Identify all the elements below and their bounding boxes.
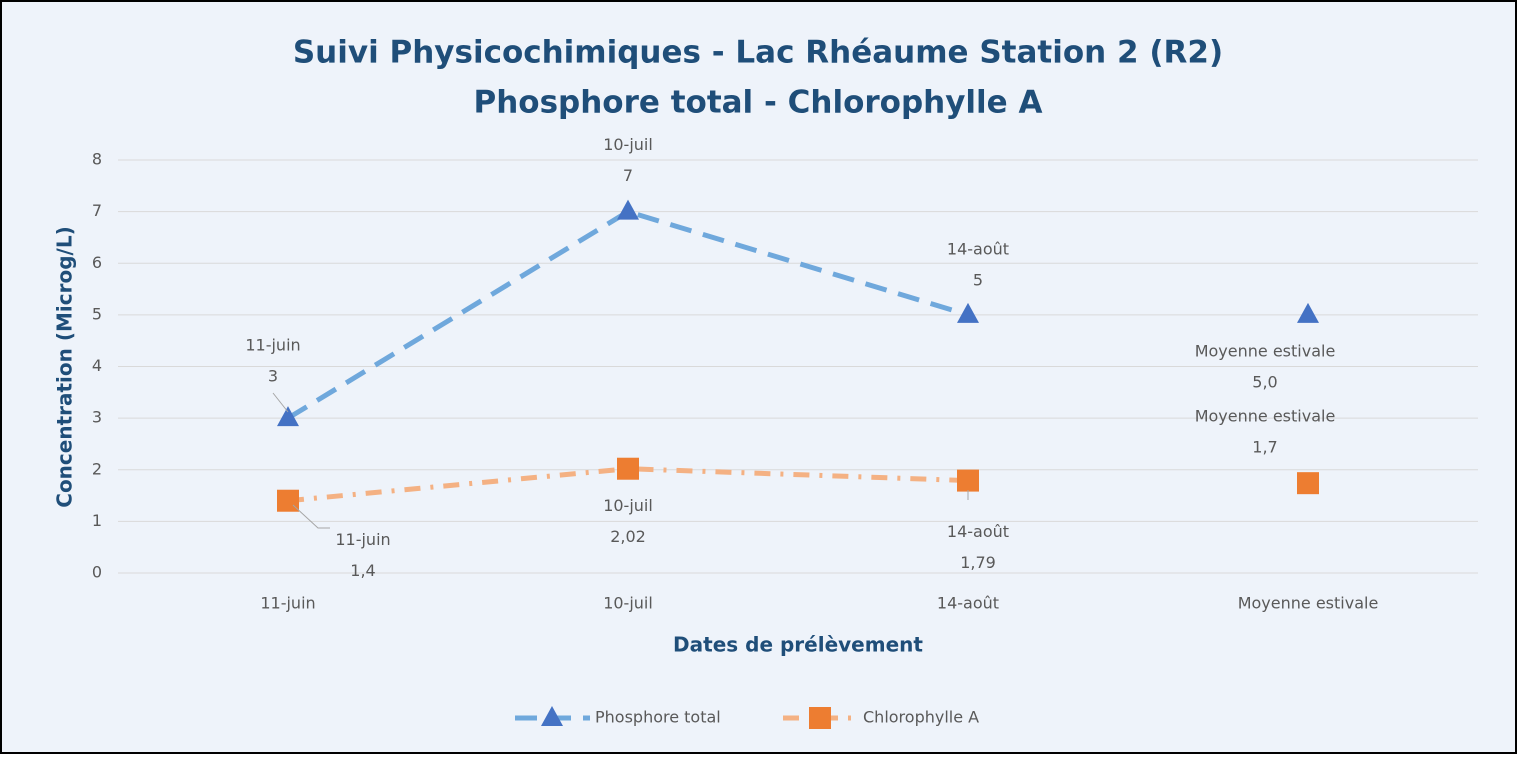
data-label-category: Moyenne estivale — [1195, 407, 1336, 426]
data-label: 3 — [268, 367, 278, 386]
y-tick-label: 0 — [92, 563, 102, 582]
legend-label: Phosphore total — [595, 708, 721, 727]
y-tick-label: 6 — [92, 253, 102, 272]
data-label: 5,0 — [1252, 372, 1277, 391]
data-label: 1,79 — [960, 553, 996, 572]
y-tick-label: 3 — [92, 408, 102, 427]
data-label: 5 — [973, 270, 983, 289]
marker — [617, 457, 639, 480]
marker — [957, 302, 979, 323]
data-label-category: 11-juin — [335, 530, 390, 549]
marker — [1297, 302, 1319, 323]
legend-marker — [541, 706, 563, 726]
y-tick-label: 8 — [92, 150, 102, 169]
data-label-category: Moyenne estivale — [1195, 341, 1336, 360]
marker — [277, 489, 299, 512]
marker — [277, 406, 299, 427]
data-label-category: 14-août — [947, 239, 1009, 258]
data-label-category: 14-août — [947, 522, 1009, 541]
marker — [1297, 472, 1319, 495]
data-label-category: 10-juil — [603, 496, 653, 515]
data-label: 1,7 — [1252, 438, 1277, 457]
x-tick-label: 10-juil — [603, 594, 653, 613]
y-axis-title: Concentration (Microg/L) — [53, 226, 77, 507]
marker — [957, 469, 979, 492]
y-tick-label: 7 — [92, 201, 102, 220]
data-label: 1,4 — [350, 561, 375, 580]
data-label: 2,02 — [610, 527, 646, 546]
x-tick-label: 14-août — [937, 594, 999, 613]
x-axis-title: Dates de prélèvement — [673, 633, 923, 657]
data-label-category: 10-juil — [603, 135, 653, 154]
chart-subtitle: Phosphore total - Chlorophylle A — [474, 85, 1043, 121]
leader-line — [292, 504, 330, 529]
data-label-category: 11-juin — [245, 336, 300, 355]
y-tick-label: 5 — [92, 304, 102, 323]
y-tick-label: 2 — [92, 459, 102, 478]
y-tick-label: 4 — [92, 356, 102, 375]
chart-title: Suivi Physicochimiques - Lac Rhéaume Sta… — [293, 35, 1223, 71]
x-tick-label: Moyenne estivale — [1238, 594, 1379, 613]
y-tick-label: 1 — [92, 511, 102, 530]
x-tick-label: 11-juin — [260, 594, 315, 613]
marker — [617, 199, 639, 220]
legend-marker — [809, 707, 831, 729]
legend-label: Chlorophylle A — [863, 708, 979, 727]
data-label: 7 — [623, 166, 633, 185]
leader-line — [272, 392, 289, 413]
